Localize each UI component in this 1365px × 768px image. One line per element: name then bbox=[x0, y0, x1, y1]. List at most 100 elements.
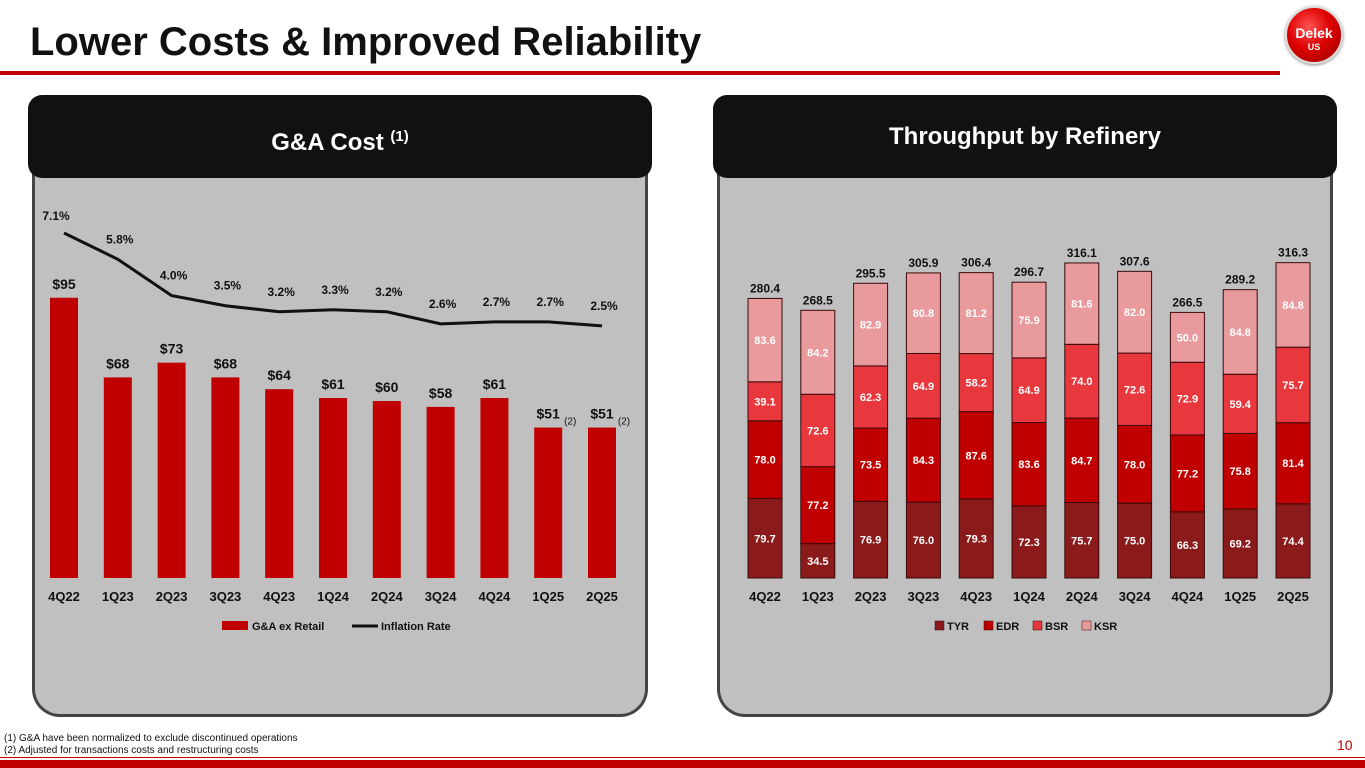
stack-segment-edr bbox=[747, 420, 783, 500]
inflation-label: 3.2% bbox=[268, 285, 296, 299]
segment-value-label: 84.3 bbox=[913, 455, 934, 467]
total-label: 316.1 bbox=[1067, 246, 1097, 260]
x-tick-label: 4Q23 bbox=[960, 589, 992, 604]
total-label: 306.4 bbox=[961, 256, 991, 270]
stack-segment-edr bbox=[958, 411, 994, 500]
stack-segment-tyr bbox=[1275, 503, 1311, 579]
segment-value-label: 72.6 bbox=[807, 425, 828, 437]
ga-bar bbox=[265, 389, 294, 578]
total-label: 307.6 bbox=[1120, 254, 1150, 268]
page-number: 10 bbox=[1337, 737, 1353, 753]
inflation-label: 3.3% bbox=[321, 283, 349, 297]
stack-segment-tyr bbox=[747, 498, 783, 579]
x-tick-label: 2Q23 bbox=[855, 589, 887, 604]
segment-value-label: 79.7 bbox=[754, 533, 775, 545]
ga-bar bbox=[372, 401, 401, 578]
stack-segment-ksr bbox=[1011, 281, 1047, 359]
logo-subtext: US bbox=[1307, 42, 1321, 52]
total-label: 289.2 bbox=[1225, 273, 1255, 287]
stack-segment-edr bbox=[800, 466, 836, 545]
total-label: 295.5 bbox=[856, 266, 886, 280]
ga-bar bbox=[50, 297, 78, 578]
x-tick-label: 2Q24 bbox=[371, 589, 404, 604]
segment-value-label: 80.8 bbox=[913, 308, 934, 320]
segment-value-label: 84.7 bbox=[1071, 455, 1092, 467]
segment-value-label: 62.3 bbox=[860, 392, 881, 404]
x-tick-label: 1Q23 bbox=[802, 589, 834, 604]
stack-segment-edr bbox=[1011, 422, 1047, 507]
segment-value-label: 64.9 bbox=[913, 381, 934, 393]
segment-value-label: 72.9 bbox=[1177, 394, 1198, 406]
legend-swatch-edr bbox=[983, 620, 994, 631]
x-tick-label: 2Q25 bbox=[1277, 589, 1309, 604]
stack-segment-tyr bbox=[853, 500, 889, 579]
segment-value-label: 59.4 bbox=[1229, 399, 1251, 411]
stack-segment-ksr bbox=[1064, 262, 1100, 345]
segment-value-label: 66.3 bbox=[1177, 540, 1198, 552]
stack-segment-edr bbox=[1222, 432, 1258, 510]
panel-title: Throughput by Refinery bbox=[889, 123, 1161, 150]
segment-value-label: 50.0 bbox=[1177, 332, 1198, 344]
inflation-label: 2.7% bbox=[537, 295, 565, 309]
legend-swatch-bsr bbox=[1032, 620, 1043, 631]
stack-segment-edr bbox=[1275, 422, 1311, 505]
footnotes: (1) G&A have been normalized to exclude … bbox=[4, 733, 298, 757]
stack-segment-ksr bbox=[800, 309, 836, 395]
segment-value-label: 78.0 bbox=[1124, 459, 1145, 471]
x-tick-label: 1Q24 bbox=[317, 589, 350, 604]
segment-value-label: 81.2 bbox=[965, 308, 986, 320]
panel-header: Throughput by Refinery bbox=[713, 95, 1337, 178]
segment-value-label: 82.9 bbox=[860, 320, 881, 332]
stack-segment-ksr bbox=[747, 297, 783, 383]
inflation-label: 2.6% bbox=[429, 297, 457, 311]
legend-swatch-ga bbox=[222, 621, 248, 630]
segment-value-label: 58.2 bbox=[965, 378, 986, 390]
logo-text: Delek bbox=[1295, 25, 1333, 41]
segment-value-label: 83.6 bbox=[754, 335, 775, 347]
stack-segment-tyr bbox=[1011, 505, 1047, 579]
footnote-ref: (1) bbox=[390, 128, 409, 145]
segment-value-label: 69.2 bbox=[1229, 539, 1250, 551]
ga-value-label: $51 bbox=[590, 406, 614, 422]
ga-bar bbox=[480, 398, 509, 578]
segment-value-label: 84.8 bbox=[1282, 300, 1303, 312]
footer-bar bbox=[0, 757, 1365, 768]
x-tick-label: 2Q25 bbox=[586, 589, 618, 604]
x-tick-label: 1Q23 bbox=[102, 589, 134, 604]
ga-value-label: $61 bbox=[321, 376, 345, 392]
segment-value-label: 77.2 bbox=[1177, 468, 1198, 480]
inflation-label: 4.0% bbox=[160, 269, 188, 283]
inflation-label: 5.8% bbox=[106, 232, 134, 246]
stack-segment-edr bbox=[1064, 417, 1100, 504]
inflation-label: 2.7% bbox=[483, 295, 511, 309]
total-label: 316.3 bbox=[1278, 246, 1308, 260]
stack-segment-bsr bbox=[1064, 343, 1100, 419]
segment-value-label: 75.7 bbox=[1071, 535, 1092, 547]
segment-value-label: 75.8 bbox=[1229, 466, 1250, 478]
x-tick-label: 4Q22 bbox=[749, 589, 781, 604]
segment-value-label: 72.6 bbox=[1124, 384, 1145, 396]
ga-bar bbox=[211, 377, 240, 578]
panel-header: G&A Cost (1) bbox=[28, 95, 652, 178]
segment-value-label: 64.9 bbox=[1018, 385, 1039, 397]
stack-segment-ksr bbox=[853, 282, 889, 367]
panel-title: G&A Cost bbox=[271, 129, 391, 156]
stack-segment-ksr bbox=[1169, 311, 1205, 363]
segment-value-label: 77.2 bbox=[807, 500, 828, 512]
stack-segment-ksr bbox=[1117, 270, 1153, 354]
legend-swatch-tyr bbox=[934, 620, 945, 631]
x-tick-label: 4Q24 bbox=[478, 589, 511, 604]
segment-value-label: 39.1 bbox=[754, 396, 775, 408]
stack-segment-bsr bbox=[853, 365, 889, 429]
segment-value-label: 87.6 bbox=[965, 450, 986, 462]
ga-bar bbox=[103, 377, 132, 578]
segment-value-label: 72.3 bbox=[1018, 537, 1039, 549]
segment-value-label: 75.0 bbox=[1124, 536, 1145, 548]
segment-value-label: 73.5 bbox=[860, 460, 881, 472]
segment-value-label: 82.0 bbox=[1124, 307, 1145, 319]
x-tick-label: 4Q23 bbox=[263, 589, 295, 604]
ga-bar bbox=[319, 398, 347, 578]
footnote-ref-label: (2) bbox=[564, 417, 576, 428]
total-label: 268.5 bbox=[803, 293, 833, 307]
